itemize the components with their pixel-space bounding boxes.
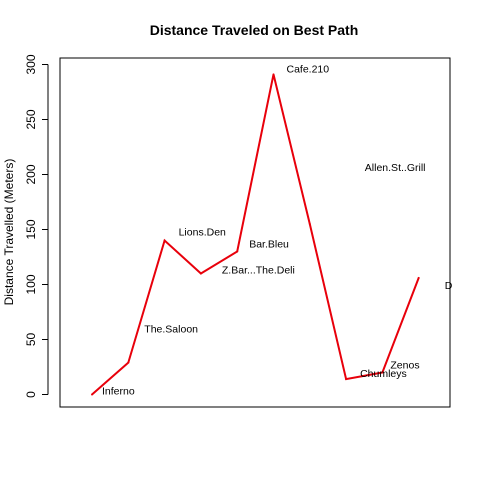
data-point — [164, 240, 166, 242]
series-line — [92, 74, 419, 394]
point-label: Z.Bar...The.Deli — [222, 265, 295, 277]
point-labels: Inferno The.Saloon Lions.Den Z.Bar...The.De… — [102, 63, 453, 397]
y-tick-label: 150 — [24, 219, 38, 239]
y-tick-label: 300 — [24, 54, 38, 74]
y-axis-label: Distance Travelled (Meters) — [2, 159, 16, 306]
data-point — [127, 362, 129, 364]
point-label: Lions.Den — [179, 227, 226, 239]
y-tick-label: 100 — [24, 274, 38, 294]
point-label: Zenos — [390, 360, 419, 372]
plot-frame — [60, 58, 450, 407]
data-point — [200, 273, 202, 275]
y-tick-label: 250 — [24, 109, 38, 129]
point-label: D — [445, 280, 453, 292]
data-point — [273, 73, 275, 75]
chart-title: Distance Traveled on Best Path — [150, 22, 359, 38]
data-point — [345, 378, 347, 380]
data-point — [418, 277, 420, 279]
data-point — [91, 394, 93, 396]
y-axis: 0 50 100 150 200 250 300 — [24, 54, 48, 398]
point-label: Cafe.210 — [287, 63, 330, 75]
point-label: Bar.Bleu — [249, 239, 289, 251]
series-line-group — [91, 73, 420, 395]
y-tick-label: 0 — [24, 391, 38, 398]
point-label: Allen.St..Grill — [365, 162, 426, 174]
y-tick-label: 200 — [24, 164, 38, 184]
point-label: Inferno — [102, 386, 135, 398]
data-point — [309, 223, 311, 225]
data-point — [236, 251, 238, 253]
point-label: The.Saloon — [144, 324, 198, 336]
y-tick-label: 50 — [24, 333, 38, 347]
